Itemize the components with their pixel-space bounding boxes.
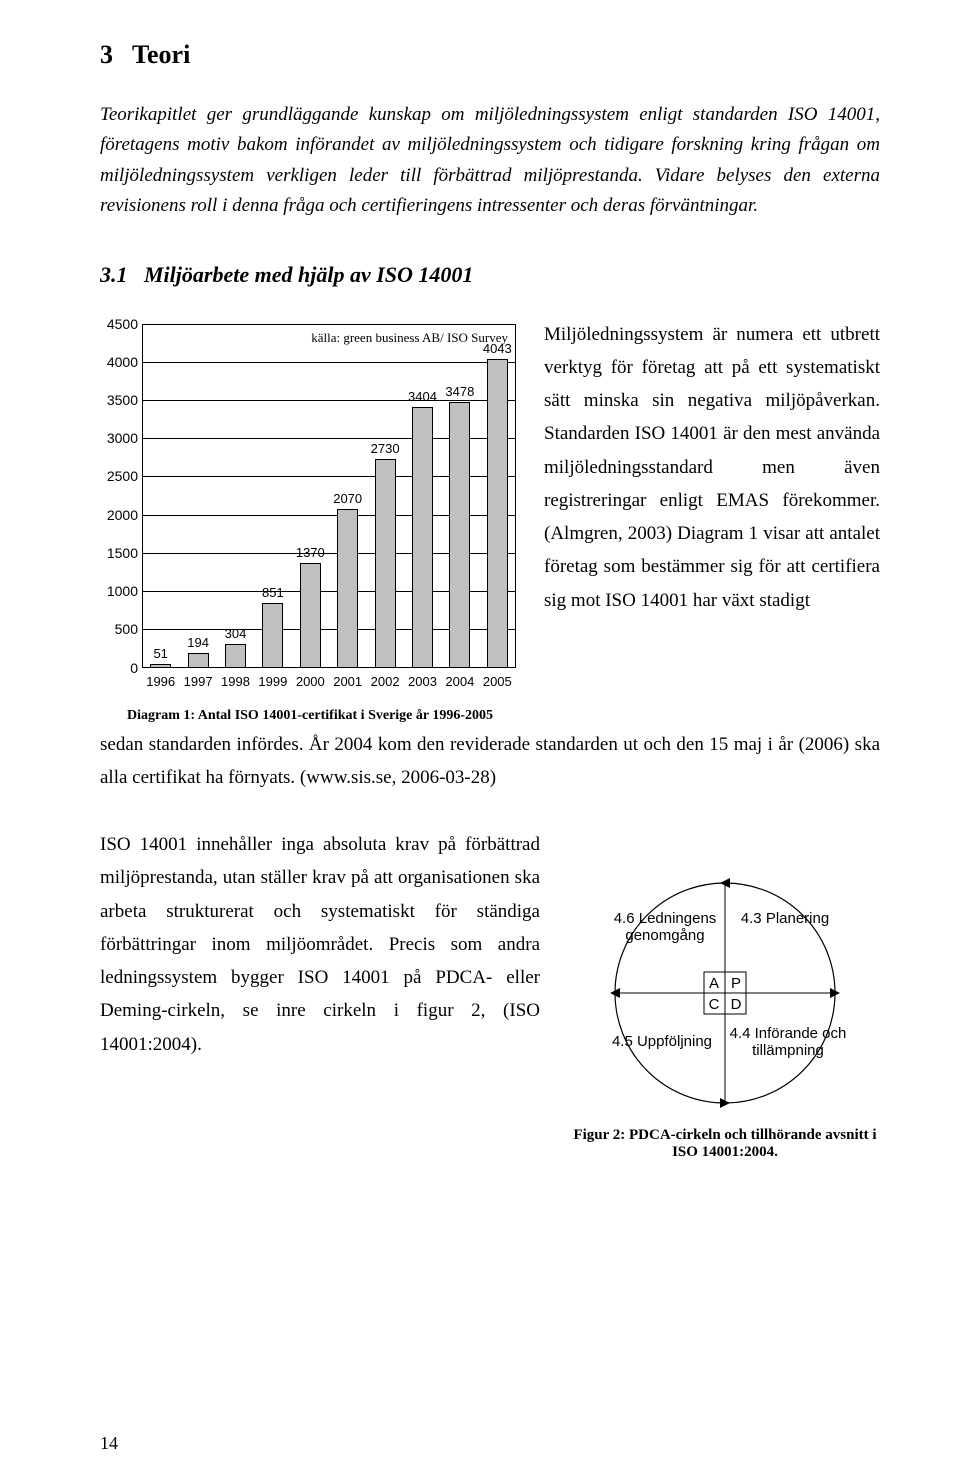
- xtick-label: 1997: [184, 674, 213, 689]
- xtick-label: 1999: [258, 674, 287, 689]
- pdca-C: C: [709, 996, 720, 1013]
- section-number: 3: [100, 40, 113, 69]
- subsection-title-text: Miljöarbete med hjälp av ISO 14001: [144, 262, 473, 287]
- pdca-label-br-1: 4.4 Införande och: [730, 1025, 847, 1042]
- bar-value-label: 4043: [483, 341, 512, 356]
- pdca-label-tl-2: genomgång: [625, 927, 704, 944]
- bar-value-label: 51: [153, 646, 167, 661]
- bar: [300, 563, 321, 668]
- pdca-box: 4.6 Ledningens genomgång 4.3 Planering 4…: [570, 828, 880, 1161]
- pdca-A: A: [709, 975, 719, 992]
- pdca-label-bl: 4.5 Uppföljning: [612, 1033, 712, 1050]
- xtick-label: 2001: [333, 674, 362, 689]
- pdca-D: D: [731, 996, 742, 1013]
- subsection-title: 3.1 Miljöarbete med hjälp av ISO 14001: [100, 262, 880, 288]
- xtick-label: 2000: [296, 674, 325, 689]
- lower-paragraph: ISO 14001 innehåller inga absoluta krav …: [100, 828, 540, 1161]
- bar-value-label: 851: [262, 585, 284, 600]
- intro-paragraph: Teorikapitlet ger grundläggande kunskap …: [100, 100, 880, 222]
- pdca-label-tl-1: 4.6 Ledningens: [614, 910, 717, 927]
- xtick-label: 2005: [483, 674, 512, 689]
- xtick-label: 2004: [445, 674, 474, 689]
- pdca-P: P: [731, 975, 741, 992]
- ytick-label: 2000: [98, 507, 138, 523]
- ytick-label: 4000: [98, 354, 138, 370]
- ytick-label: 4500: [98, 316, 138, 332]
- ytick-label: 500: [98, 621, 138, 637]
- bar: [150, 664, 171, 668]
- bar: [188, 653, 209, 668]
- xtick-label: 1996: [146, 674, 175, 689]
- page-number: 14: [100, 1433, 118, 1454]
- bar: [337, 509, 358, 667]
- bar: [412, 407, 433, 667]
- bar-value-label: 2070: [333, 491, 362, 506]
- gridline: [142, 362, 516, 363]
- lower-row: ISO 14001 innehåller inga absoluta krav …: [100, 828, 880, 1161]
- bar-value-label: 194: [187, 635, 209, 650]
- right-paragraph: Miljöledningssystem är numera ett utbret…: [544, 318, 880, 724]
- page: 3 Teori Teorikapitlet ger grundläggande …: [0, 0, 960, 1484]
- pdca-label-br-2: tillämpning: [752, 1042, 824, 1059]
- bar: [225, 644, 246, 667]
- bar: [487, 359, 508, 668]
- bar-value-label: 2730: [371, 441, 400, 456]
- subsection-number: 3.1: [100, 262, 128, 287]
- ytick-label: 3000: [98, 430, 138, 446]
- bar: [449, 402, 470, 668]
- chart-and-text-row: källa: green business AB/ ISO Survey 51 1…: [100, 318, 880, 724]
- pdca-label-tr: 4.3 Planering: [741, 910, 829, 927]
- ytick-label: 1500: [98, 545, 138, 561]
- bar-chart: källa: green business AB/ ISO Survey 51 1…: [100, 318, 520, 698]
- pdca-diagram: 4.6 Ledningens genomgång 4.3 Planering 4…: [570, 828, 880, 1118]
- xtick-label: 2003: [408, 674, 437, 689]
- pdca-caption: Figur 2: PDCA-cirkeln och tillhörande av…: [570, 1127, 880, 1161]
- chart-plot-area: källa: green business AB/ ISO Survey 51 1…: [142, 324, 516, 668]
- chart-source-label: källa: green business AB/ ISO Survey: [311, 330, 508, 346]
- continuation-paragraph: sedan standarden infördes. År 2004 kom d…: [100, 728, 880, 795]
- bar-value-label: 3478: [445, 384, 474, 399]
- section-title-text: Teori: [132, 40, 190, 69]
- xtick-label: 2002: [371, 674, 400, 689]
- bar-value-label: 1370: [296, 545, 325, 560]
- bar-value-label: 3404: [408, 389, 437, 404]
- ytick-label: 3500: [98, 392, 138, 408]
- ytick-label: 0: [98, 660, 138, 676]
- section-title: 3 Teori: [100, 40, 880, 70]
- bar: [375, 459, 396, 668]
- chart-caption: Diagram 1: Antal ISO 14001-certifikat i …: [100, 708, 520, 724]
- xtick-label: 1998: [221, 674, 250, 689]
- bar: [262, 603, 283, 668]
- bar-value-label: 304: [225, 626, 247, 641]
- ytick-label: 2500: [98, 468, 138, 484]
- ytick-label: 1000: [98, 583, 138, 599]
- chart-box: källa: green business AB/ ISO Survey 51 1…: [100, 318, 520, 724]
